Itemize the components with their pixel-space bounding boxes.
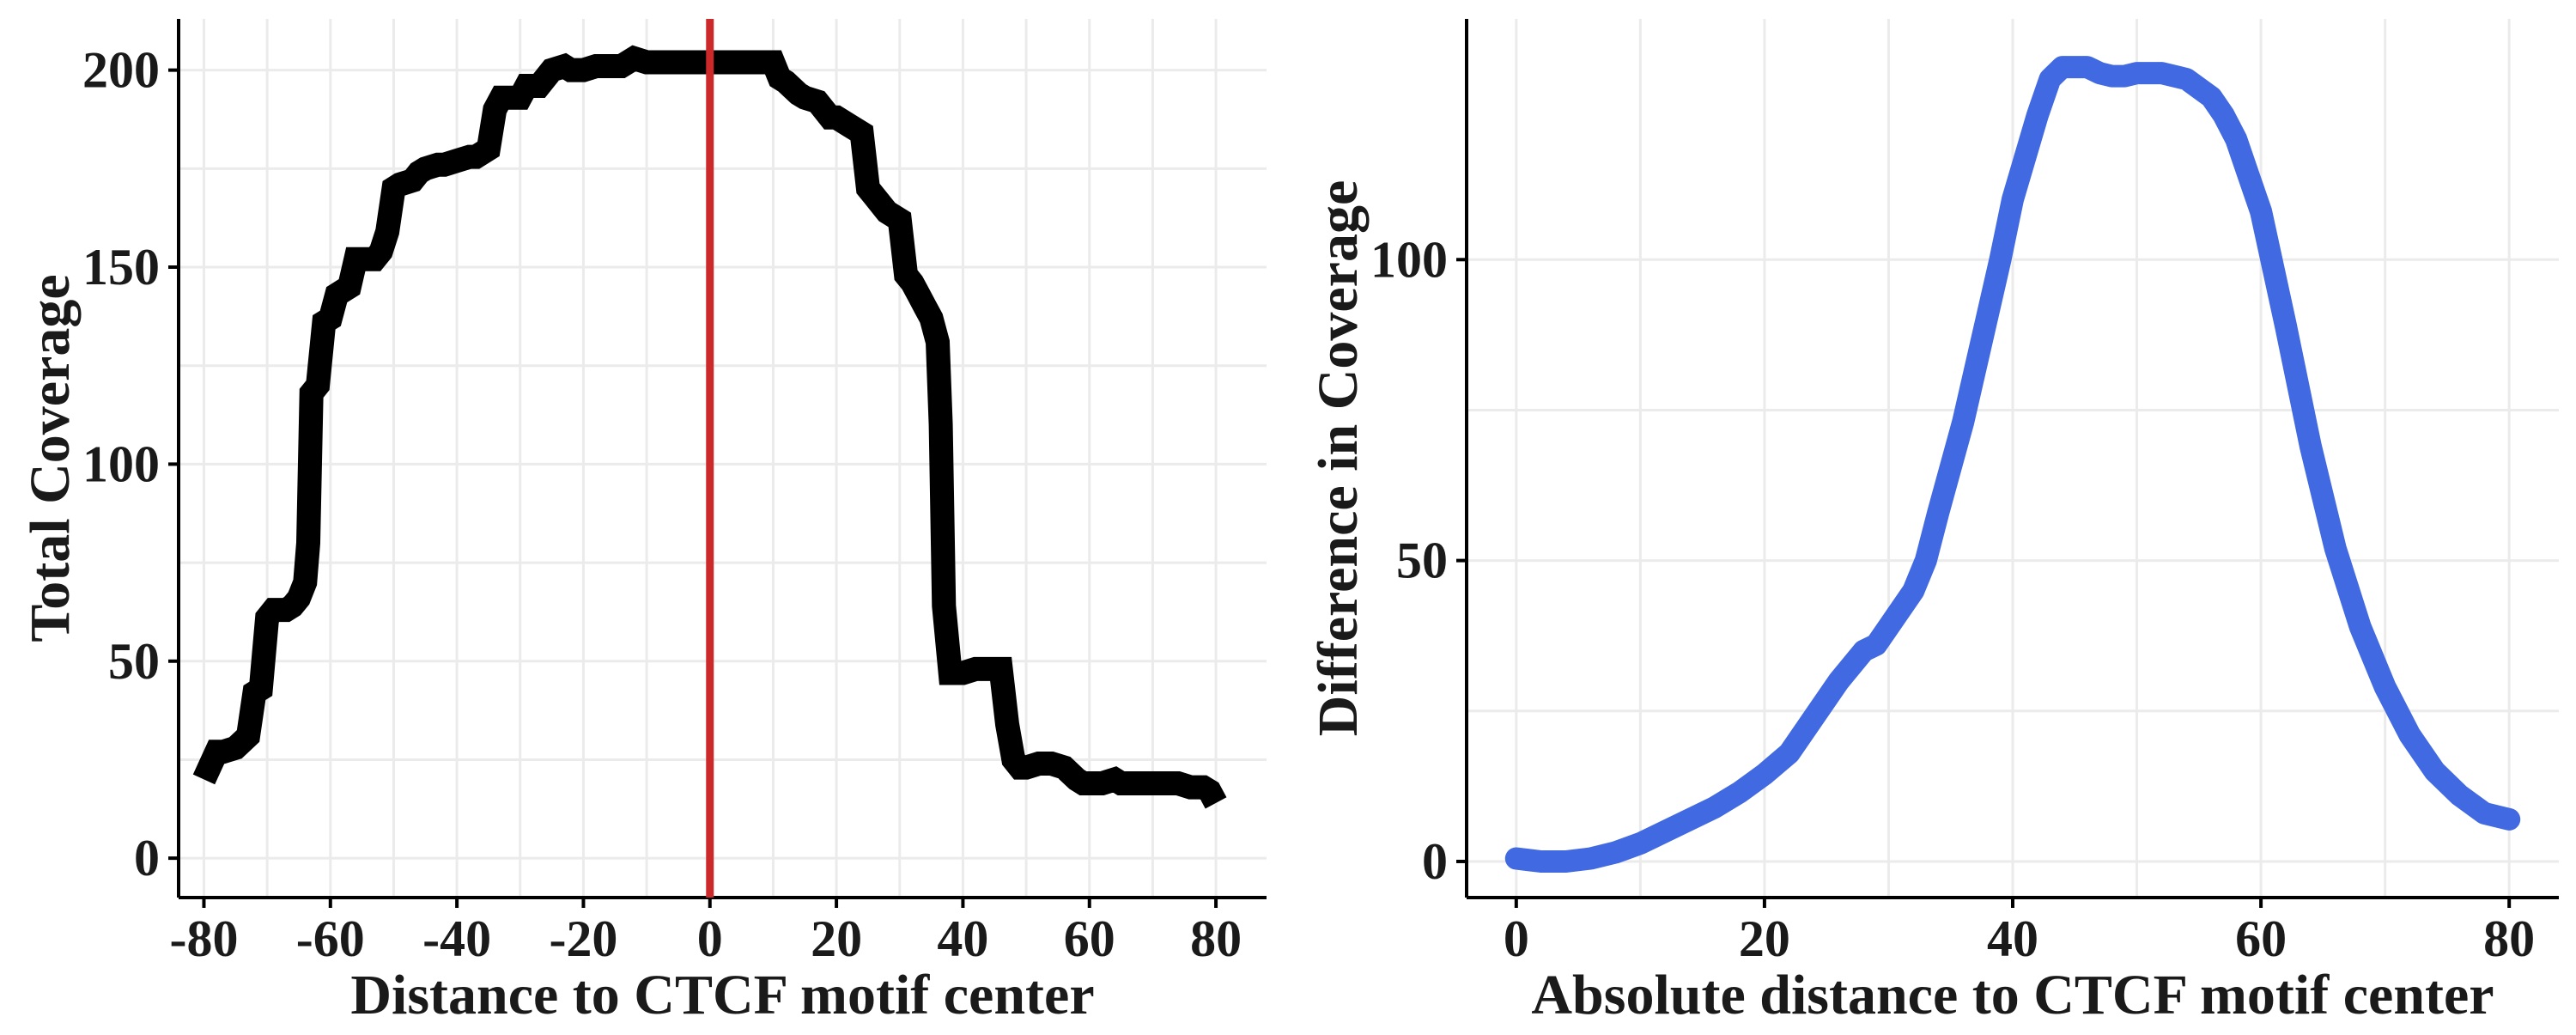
x-tick-label: 40 — [937, 910, 988, 967]
x-tick-label: -20 — [549, 910, 617, 967]
x-tick-label: -40 — [422, 910, 491, 967]
x-tick-label: -80 — [169, 910, 238, 967]
y-tick-label: 200 — [82, 42, 160, 99]
x-tick-label: 80 — [2483, 910, 2535, 967]
x-tick-label: 60 — [2235, 910, 2287, 967]
y-axis-title: Difference in Coverage — [1307, 180, 1370, 737]
y-tick-label: 50 — [1396, 533, 1448, 589]
x-tick-label: 60 — [1064, 910, 1115, 967]
coverage-difference-panel: 0 20 40 60 80 0 50 100 Absolute distance to CTCF… — [1307, 19, 2559, 1026]
y-tick-label: 0 — [1422, 833, 1448, 890]
x-axis-title: Absolute distance to CTCF motif center — [1531, 964, 2494, 1026]
y-tick-label: 0 — [134, 830, 160, 886]
x-tick-label: 0 — [697, 910, 723, 967]
y-tick-label: 100 — [82, 435, 160, 492]
y-tick-label: 100 — [1370, 231, 1448, 288]
x-tick-label: 80 — [1190, 910, 1242, 967]
total-coverage-line — [192, 45, 1227, 809]
x-tick-label: 20 — [811, 910, 862, 967]
x-axis-title: Distance to CTCF motif center — [350, 964, 1094, 1026]
y-tick-label: 150 — [82, 239, 160, 295]
coverage-difference-line — [1504, 56, 2521, 873]
x-tick-label: 20 — [1739, 910, 1790, 967]
x-tick-label: 40 — [1987, 910, 2038, 967]
y-tick-label: 50 — [108, 633, 160, 690]
x-tick-label: -60 — [296, 910, 365, 967]
total-coverage-panel: -80 -60 -40 -20 0 20 40 60 80 0 50 100 150 200 Distanc… — [19, 19, 1267, 1026]
y-axis-title: Total Coverage — [19, 274, 82, 642]
x-tick-label: 0 — [1504, 910, 1529, 967]
